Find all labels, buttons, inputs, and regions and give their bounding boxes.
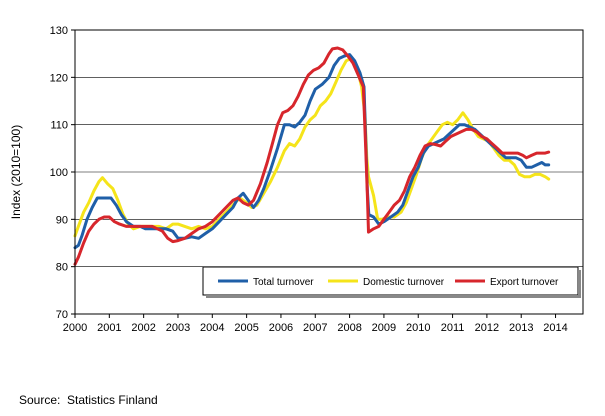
y-tick-label: 110 — [50, 120, 68, 132]
x-tick-label: 2011 — [441, 322, 465, 334]
y-tick-label: 130 — [50, 25, 68, 37]
x-axis: 2000 2001 2002 2003 2004 2005 2006 2007 2008 2009… — [63, 314, 568, 334]
y-tick-label: 120 — [50, 72, 68, 84]
legend-label-domestic: Domestic turnover — [363, 277, 445, 288]
legend: Total turnover Domestic turnover Export … — [202, 266, 581, 298]
plot-frame — [74, 29, 584, 315]
series-line-total-turnover — [73, 53, 551, 250]
y-tick-label: 100 — [50, 167, 68, 179]
x-tick-label: 2006 — [269, 322, 293, 334]
series-line-export-turnover — [73, 46, 551, 266]
x-tick-label: 2008 — [337, 322, 361, 334]
series-lines — [73, 46, 551, 266]
legend-shadow-bottom — [206, 295, 581, 298]
x-tick-label: 2007 — [303, 322, 327, 334]
x-tick-label: 2013 — [509, 322, 533, 334]
x-tick-label: 2004 — [200, 322, 224, 334]
x-tick-label: 2010 — [406, 322, 430, 334]
y-tick-label: 70 — [56, 309, 68, 321]
y-tick-label: 90 — [56, 214, 68, 226]
y-axis: 70 80 90 100 110 120 130 — [50, 25, 75, 321]
x-tick-label: 2003 — [166, 322, 190, 334]
x-tick-label: 2012 — [475, 322, 499, 334]
gridlines — [75, 77, 583, 267]
legend-shadow — [578, 270, 581, 298]
series-line-domestic-turnover — [73, 56, 551, 238]
x-tick-label: 2005 — [234, 322, 258, 334]
legend-label-export: Export turnover — [490, 277, 559, 288]
x-tick-label: 2014 — [543, 322, 567, 334]
legend-label-total: Total turnover — [253, 277, 314, 288]
y-tick-label: 80 — [56, 262, 68, 274]
x-tick-label: 2000 — [63, 322, 87, 334]
y-axis-label: Index (2010=100) — [9, 125, 23, 219]
x-tick-label: 2002 — [131, 322, 155, 334]
x-tick-label: 2009 — [372, 322, 396, 334]
source-note: Source: Statistics Finland — [19, 393, 158, 407]
x-tick-label: 2001 — [97, 322, 121, 334]
legend-box — [202, 266, 579, 296]
